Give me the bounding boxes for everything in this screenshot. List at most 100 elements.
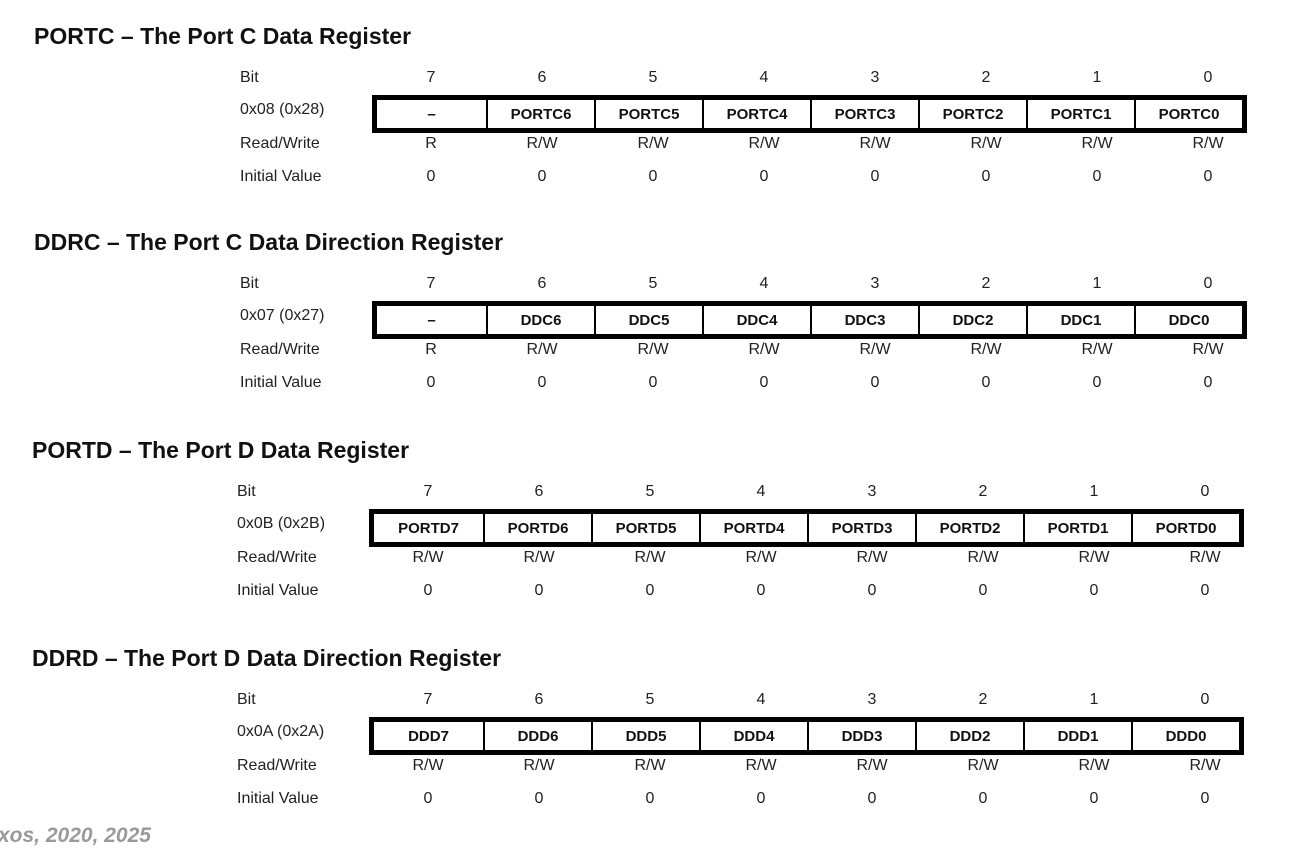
bit-number: 0 [1203,275,1213,292]
bit-number: 6 [537,275,547,292]
register-portd: PORTD – The Port D Data Register Bit 0x0B … [0,436,1294,642]
bit-name-cell: PORTD5 [591,514,699,542]
read-write-value: R/W [1081,135,1113,152]
bit-number: 2 [978,483,988,500]
initial-value: 0 [648,168,658,185]
read-write-value: R/W [412,549,444,566]
initial-value: 0 [423,582,433,599]
read-write-value: R/W [856,757,888,774]
bit-number: 6 [534,691,544,708]
initial-value: 0 [1200,582,1210,599]
bit-number: 0 [1203,69,1213,86]
initial-value: 0 [1089,582,1099,599]
initial-value: 0 [1092,168,1102,185]
initial-value: 0 [759,168,769,185]
bit-number: 5 [645,483,655,500]
read-write-value: R/W [634,757,666,774]
initial-value-label: Initial Value [240,168,322,185]
initial-value-label: Initial Value [237,582,319,599]
bit-name-cell: PORTC5 [594,100,702,128]
bit-number: 2 [978,691,988,708]
bit-number: 4 [759,275,769,292]
read-write-value: R/W [967,549,999,566]
bit-number: 1 [1092,69,1102,86]
initial-value: 0 [978,790,988,807]
register-bit-box: PORTD7 PORTD6 PORTD5 PORTD4 PORTD3 PORTD2 PORT… [369,509,1244,547]
bit-name-cell: PORTD1 [1023,514,1131,542]
initial-value: 0 [537,168,547,185]
read-write-value: R/W [523,549,555,566]
bit-name-cell: PORTD4 [699,514,807,542]
initial-value: 0 [1200,790,1210,807]
initial-value: 0 [867,790,877,807]
read-write-value: R/W [856,549,888,566]
bit-name-cell: DDD6 [483,722,591,750]
bit-number: 2 [981,69,991,86]
address-label: 0x07 (0x27) [240,307,325,324]
read-write-value: R [425,341,437,358]
bit-name-cell: DDD4 [699,722,807,750]
read-write-value: R/W [970,341,1002,358]
initial-value: 0 [648,374,658,391]
bit-number: 0 [1200,691,1210,708]
initial-value: 0 [645,790,655,807]
read-write-value: R/W [637,341,669,358]
initial-value: 0 [867,582,877,599]
bit-number: 3 [870,275,880,292]
register-title: PORTD – The Port D Data Register [32,437,410,463]
bit-name-cell: PORTD2 [915,514,1023,542]
initial-value: 0 [870,374,880,391]
bit-name-cell: DDC3 [810,306,918,334]
initial-value: 0 [1203,168,1213,185]
register-bit-box: DDD7 DDD6 DDD5 DDD4 DDD3 DDD2 DDD1 DDD0 [369,717,1244,755]
bit-name-cell: DDC1 [1026,306,1134,334]
address-label: 0x0A (0x2A) [237,723,325,740]
bit-name-cell: PORTC6 [486,100,594,128]
register-portc: PORTC – The Port C Data Register Bit 0x08 … [0,22,1294,228]
read-write-value: R/W [526,341,558,358]
read-write-value: R/W [970,135,1002,152]
address-label: 0x08 (0x28) [240,101,325,118]
read-write-value: R/W [1192,341,1224,358]
bit-name-cell: DDC2 [918,306,1026,334]
register-bit-box: – PORTC6 PORTC5 PORTC4 PORTC3 PORTC2 PORTC1 POR… [372,95,1247,133]
read-write-value: R/W [748,135,780,152]
initial-value: 0 [759,374,769,391]
bit-name-cell: PORTC4 [702,100,810,128]
bit-name-cell: PORTD6 [483,514,591,542]
read-write-value: R/W [859,135,891,152]
bit-name-cell: DDC0 [1134,306,1242,334]
bit-number: 5 [648,275,658,292]
bit-name-cell: DDC4 [702,306,810,334]
read-write-label: Read/Write [240,135,320,152]
initial-value-label: Initial Value [240,374,322,391]
bit-name-cell: PORTC2 [918,100,1026,128]
bit-name-cell: PORTD3 [807,514,915,542]
read-write-value: R [425,135,437,152]
bit-name-cell: DDD0 [1131,722,1239,750]
read-write-value: R/W [1189,549,1221,566]
bit-name-cell: PORTC1 [1026,100,1134,128]
read-write-label: Read/Write [237,549,317,566]
initial-value: 0 [534,582,544,599]
bit-number: 6 [537,69,547,86]
initial-value: 0 [1092,374,1102,391]
initial-value: 0 [1089,790,1099,807]
read-write-value: R/W [1078,757,1110,774]
bit-name-cell: DDD3 [807,722,915,750]
bit-name-cell: DDD5 [591,722,699,750]
bit-row-label: Bit [240,69,259,86]
address-label: 0x0B (0x2B) [237,515,326,532]
register-title: DDRD – The Port D Data Direction Registe… [32,645,502,671]
register-title: PORTC – The Port C Data Register [34,23,412,49]
bit-number: 3 [870,69,880,86]
bit-name-cell: PORTD0 [1131,514,1239,542]
initial-value: 0 [423,790,433,807]
bit-number: 2 [981,275,991,292]
register-ddrc: DDRC – The Port C Data Direction Registe… [0,228,1294,434]
read-write-value: R/W [523,757,555,774]
read-write-value: R/W [1189,757,1221,774]
bit-name-cell: PORTC3 [810,100,918,128]
initial-value-label: Initial Value [237,790,319,807]
read-write-value: R/W [1081,341,1113,358]
